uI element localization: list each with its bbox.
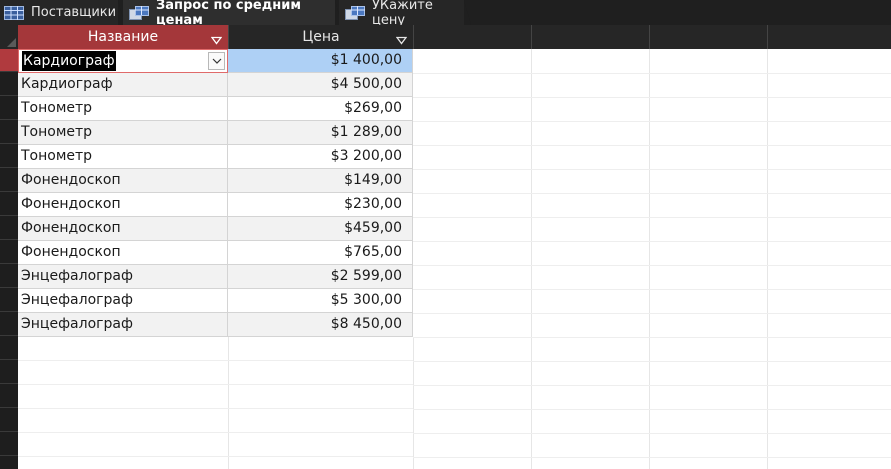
tab-label: УКажите цену — [372, 0, 433, 28]
record-selector[interactable] — [0, 313, 18, 336]
table-row[interactable]: Энцефалограф $2 599,00 — [18, 265, 413, 289]
record-selector[interactable] — [0, 193, 18, 216]
record-selector[interactable] — [0, 409, 18, 432]
query-icon — [345, 5, 365, 20]
price-cell[interactable]: $2 599,00 — [228, 265, 413, 289]
record-selector[interactable] — [0, 217, 18, 240]
name-cell-value[interactable]: Кардиограф — [22, 51, 116, 71]
price-cell[interactable]: $8 450,00 — [228, 313, 413, 337]
record-selector[interactable] — [0, 241, 18, 264]
tab-avg-price-query[interactable]: Запрос по средним ценам — [123, 0, 342, 28]
record-selector[interactable] — [0, 97, 18, 120]
name-cell[interactable]: Энцефалограф — [18, 313, 228, 337]
filter-dropdown-icon[interactable] — [395, 33, 408, 45]
combo-dropdown-button[interactable] — [208, 52, 225, 70]
tab-enter-price[interactable]: УКажите цену — [339, 0, 471, 28]
column-header-label: Название — [87, 29, 159, 45]
table-row[interactable]: Кардиограф $1 400,00 — [18, 49, 413, 73]
column-header-price[interactable]: Цена — [228, 25, 413, 49]
record-selector[interactable] — [0, 433, 18, 456]
name-cell[interactable]: Кардиограф — [18, 73, 228, 97]
query-icon — [129, 5, 149, 20]
empty-row — [18, 337, 413, 361]
price-cell[interactable]: $5 300,00 — [228, 289, 413, 313]
table-row[interactable]: Фонендоскоп $230,00 — [18, 193, 413, 217]
price-cell[interactable]: $1 289,00 — [228, 121, 413, 145]
table-row[interactable]: Тонометр $269,00 — [18, 97, 413, 121]
table-icon — [4, 5, 24, 20]
record-selector[interactable] — [0, 169, 18, 192]
table-row[interactable]: Тонометр $1 289,00 — [18, 121, 413, 145]
name-cell[interactable]: Тонометр — [18, 145, 228, 169]
empty-column-header — [767, 25, 891, 49]
record-selector[interactable] — [0, 73, 18, 96]
select-all-corner[interactable] — [0, 25, 18, 49]
record-selector[interactable] — [0, 289, 18, 312]
tab-suppliers[interactable]: Поставщики — [0, 0, 125, 25]
tab-label: Запрос по средним ценам — [156, 0, 301, 28]
column-header-label: Цена — [302, 29, 340, 45]
record-selector[interactable] — [0, 121, 18, 144]
name-cell[interactable]: Фонендоскоп — [18, 193, 228, 217]
empty-row — [18, 409, 413, 433]
name-cell[interactable]: Кардиограф — [18, 49, 228, 73]
tab-label: Поставщики — [31, 5, 117, 20]
table-row[interactable]: Кардиограф $4 500,00 — [18, 73, 413, 97]
name-cell[interactable]: Тонометр — [18, 97, 228, 121]
table-row[interactable]: Тонометр $3 200,00 — [18, 145, 413, 169]
record-selector[interactable] — [0, 49, 18, 72]
empty-column-header — [649, 25, 767, 49]
price-cell[interactable]: $4 500,00 — [228, 73, 413, 97]
table-row[interactable]: Фонендоскоп $765,00 — [18, 241, 413, 265]
record-selector[interactable] — [0, 145, 18, 168]
record-selector[interactable] — [0, 337, 18, 360]
record-selector[interactable] — [0, 361, 18, 384]
record-selector-column — [0, 25, 18, 469]
name-cell[interactable]: Фонендоскоп — [18, 169, 228, 193]
name-cell[interactable]: Тонометр — [18, 121, 228, 145]
name-cell[interactable]: Энцефалограф — [18, 265, 228, 289]
name-cell[interactable]: Энцефалограф — [18, 289, 228, 313]
price-cell[interactable]: $1 400,00 — [228, 49, 413, 73]
price-cell[interactable]: $230,00 — [228, 193, 413, 217]
table-row[interactable]: Фонендоскоп $149,00 — [18, 169, 413, 193]
empty-row — [18, 361, 413, 385]
price-cell[interactable]: $269,00 — [228, 97, 413, 121]
table-row[interactable]: Энцефалограф $8 450,00 — [18, 313, 413, 337]
record-selector[interactable] — [0, 385, 18, 408]
table-row[interactable]: Энцефалограф $5 300,00 — [18, 289, 413, 313]
column-header-name[interactable]: Название — [18, 25, 228, 49]
empty-column-header — [531, 25, 649, 49]
table-row[interactable]: Фонендоскоп $459,00 — [18, 217, 413, 241]
document-tab-bar: Поставщики Запрос по средним ценам — [0, 0, 891, 28]
price-cell[interactable]: $459,00 — [228, 217, 413, 241]
name-cell[interactable]: Фонендоскоп — [18, 241, 228, 265]
empty-row — [18, 385, 413, 409]
datasheet: Название Цена — [0, 25, 891, 469]
record-selector[interactable] — [0, 265, 18, 288]
empty-row — [18, 433, 413, 457]
filter-dropdown-icon[interactable] — [210, 33, 223, 45]
price-cell[interactable]: $765,00 — [228, 241, 413, 265]
name-cell[interactable]: Фонендоскоп — [18, 217, 228, 241]
price-cell[interactable]: $149,00 — [228, 169, 413, 193]
price-cell[interactable]: $3 200,00 — [228, 145, 413, 169]
empty-column-header — [413, 25, 531, 49]
